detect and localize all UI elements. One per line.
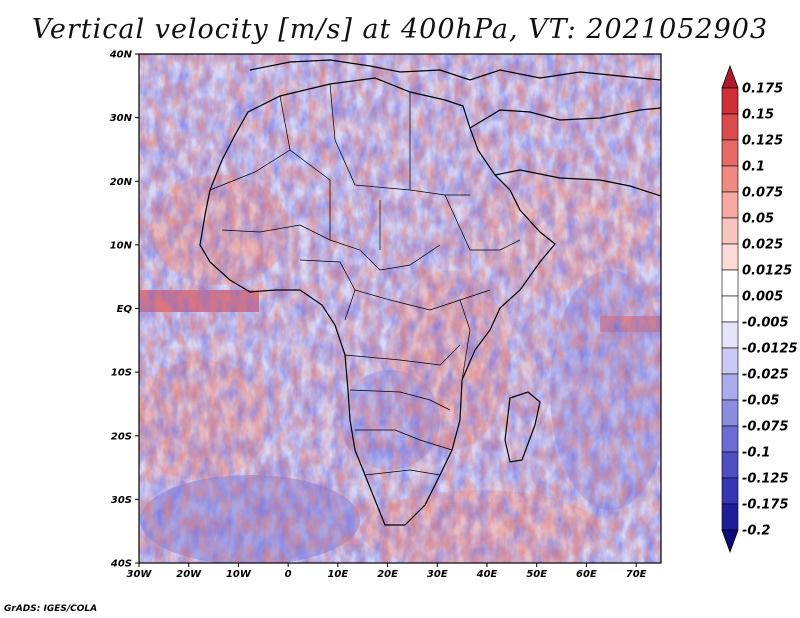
colorbar-label: 0.15 bbox=[742, 108, 774, 123]
colorbar-label: -0.025 bbox=[742, 368, 789, 383]
colorbar-label: 0.0125 bbox=[742, 264, 792, 279]
lat-tick-label: 20S bbox=[111, 431, 132, 442]
colorbar-label: 0.075 bbox=[742, 186, 783, 201]
colorbar-label: 0.1 bbox=[742, 160, 765, 175]
colorbar-segment bbox=[721, 217, 739, 245]
colorbar-label: -0.1 bbox=[742, 446, 770, 461]
colorbar-label: 0.025 bbox=[742, 238, 783, 253]
lon-tick-label: 10W bbox=[226, 569, 252, 580]
colorbar-segment bbox=[721, 321, 739, 349]
colorbar-segment bbox=[721, 399, 739, 427]
colorbar-label: -0.2 bbox=[742, 524, 770, 539]
lat-tick-label: 10N bbox=[110, 240, 133, 251]
country-borders bbox=[209, 83, 521, 476]
colorbar-segment bbox=[721, 451, 739, 479]
lat-tick-label: 40N bbox=[109, 50, 133, 61]
lat-tick-label: 30N bbox=[110, 113, 133, 124]
colorbar-segment bbox=[721, 139, 739, 167]
colorbar-label: -0.05 bbox=[742, 394, 779, 409]
lon-tick-label: 0 bbox=[285, 569, 292, 580]
map-title: Vertical velocity [m/s] at 400hPa, VT: 2… bbox=[31, 14, 769, 45]
madagascar-outline bbox=[504, 391, 541, 463]
lon-tick-label: 50E bbox=[526, 569, 547, 580]
lat-tick-label: 40S bbox=[110, 559, 132, 570]
footer-credit: GrADS: IGES/COLA bbox=[4, 604, 98, 614]
colorbar-segment bbox=[721, 373, 739, 401]
colorbar-bottom-arrow bbox=[721, 529, 739, 554]
colorbar-label: 0.125 bbox=[742, 134, 783, 149]
latitude-axis: 40N 30N 20N 10N EQ 10S 20S 30S 40S bbox=[109, 50, 139, 570]
colorbar-segment bbox=[721, 165, 739, 193]
lon-tick-label: 10E bbox=[327, 569, 348, 580]
lon-tick-label: 60E bbox=[576, 569, 597, 580]
colorbar-segment bbox=[721, 87, 739, 115]
lon-tick-label: 70E bbox=[626, 569, 647, 580]
colorbar-label: -0.125 bbox=[742, 472, 789, 487]
colorbar-segment bbox=[721, 269, 739, 297]
colorbar-segment bbox=[721, 113, 739, 141]
colorbar-label: -0.005 bbox=[742, 316, 789, 331]
lat-tick-label: 10S bbox=[111, 368, 132, 379]
colorbar-label: 0.175 bbox=[742, 82, 783, 97]
colorbar-segment bbox=[721, 425, 739, 453]
colorbar-segment bbox=[721, 347, 739, 375]
lat-tick-label: 30S bbox=[111, 495, 132, 506]
longitude-axis: 30W 20W 10W 0 10E 20E 30E 40E 50E 60E 70E bbox=[127, 563, 647, 580]
lat-tick-label: EQ bbox=[117, 304, 133, 315]
colorbar-top-arrow bbox=[721, 64, 739, 89]
lon-tick-label: 20E bbox=[377, 569, 398, 580]
lat-tick-label: 20N bbox=[110, 177, 133, 188]
colorbar-label: 0.005 bbox=[742, 290, 783, 305]
colorbar-label: -0.175 bbox=[742, 498, 789, 513]
vertical-velocity-field bbox=[139, 54, 661, 563]
colorbar-label: -0.075 bbox=[742, 420, 789, 435]
colorbar-segment bbox=[721, 477, 739, 505]
colorbar-segment bbox=[721, 503, 739, 531]
colorbar-segment bbox=[721, 191, 739, 219]
colorbar-segment bbox=[721, 243, 739, 271]
colorbar-segment bbox=[721, 295, 739, 323]
lon-tick-label: 30W bbox=[127, 569, 153, 580]
colorbar: 0.175 0.15 0.125 0.1 0.075 0.05 0.025 0.0125 0.0… bbox=[721, 64, 798, 554]
colorbar-label: -0.0125 bbox=[742, 342, 798, 357]
colorbar-label: 0.05 bbox=[742, 212, 774, 227]
lon-tick-label: 40E bbox=[476, 569, 498, 580]
lon-tick-label: 30E bbox=[427, 569, 448, 580]
lon-tick-label: 20W bbox=[176, 569, 202, 580]
